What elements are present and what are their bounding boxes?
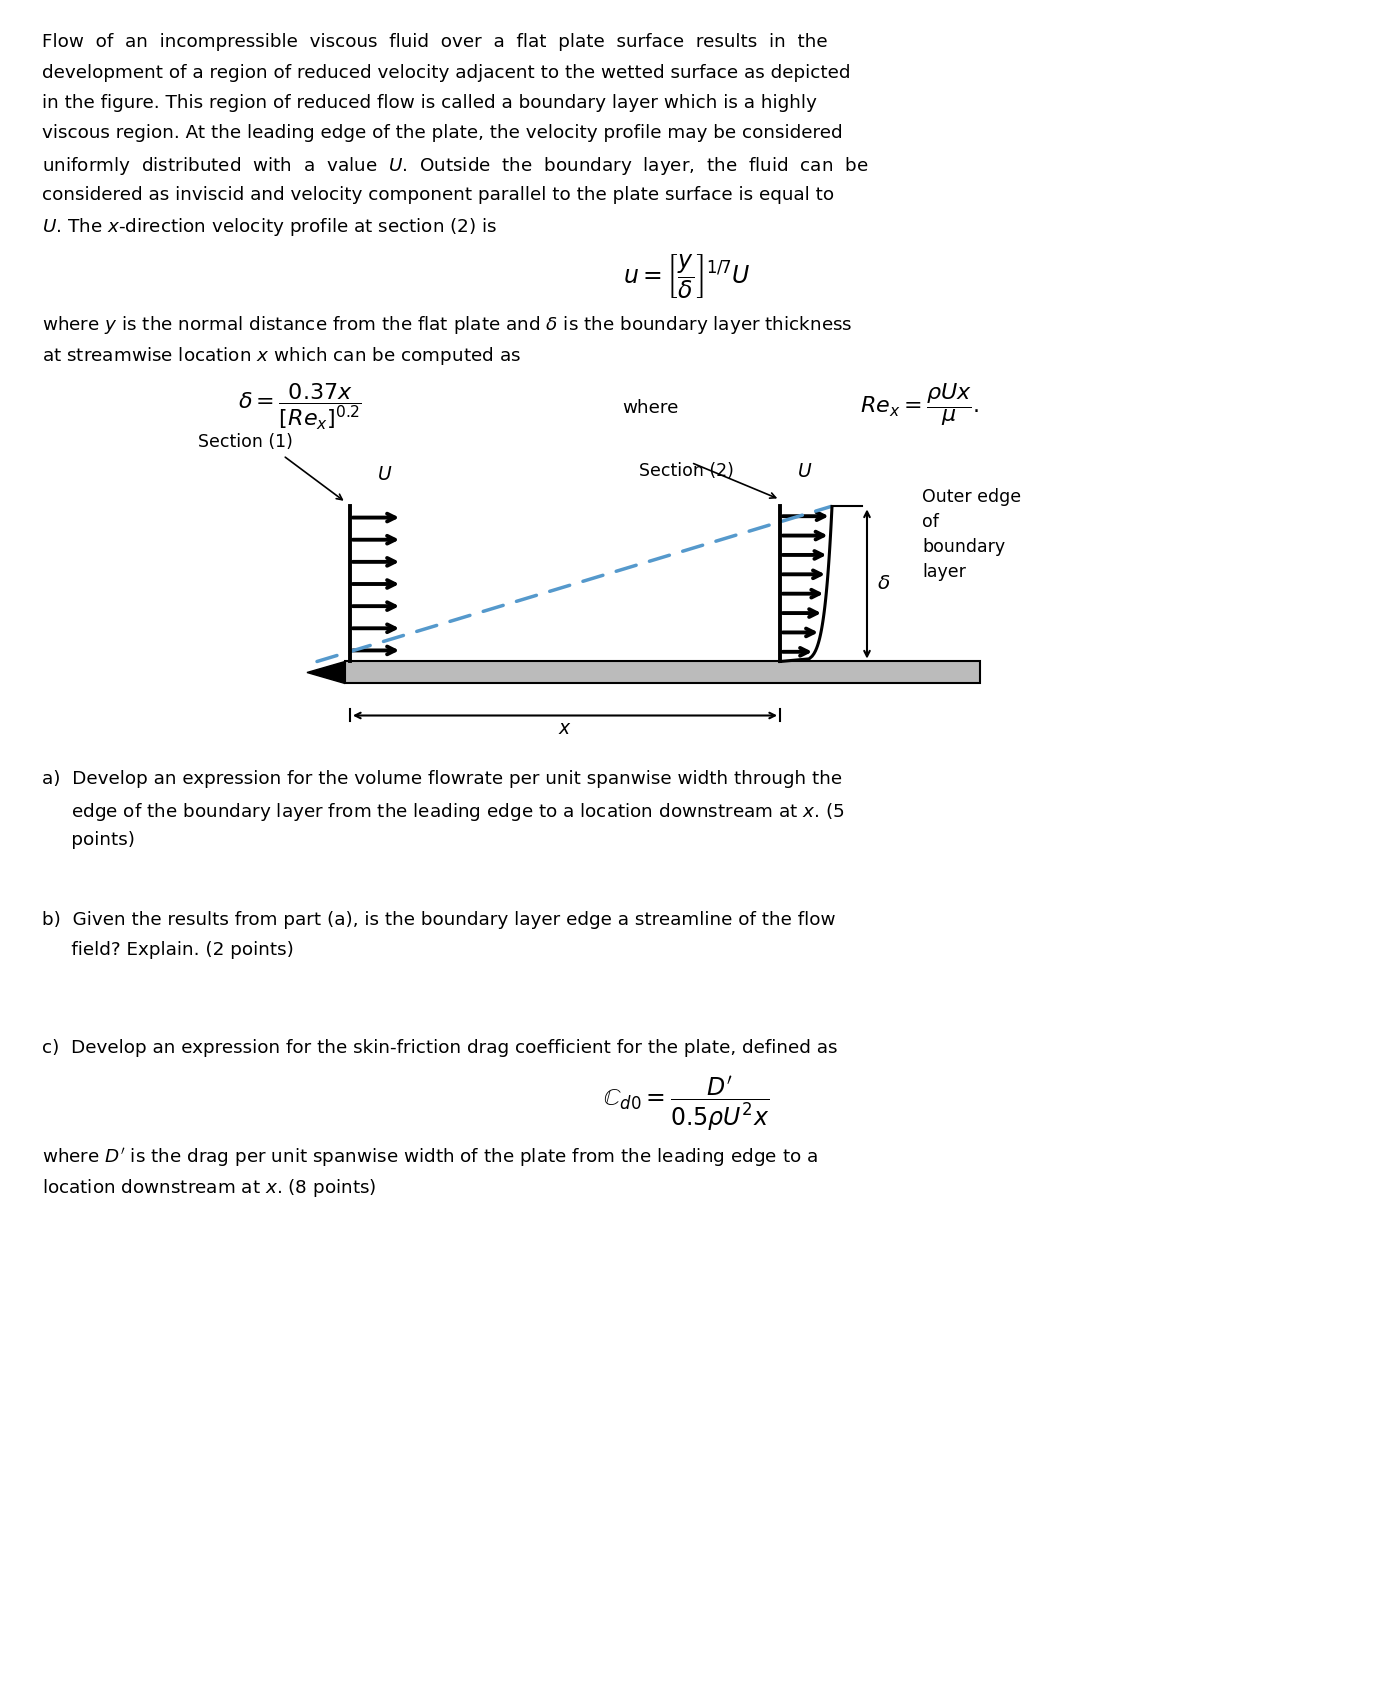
Text: c)  Develop an expression for the skin-friction drag coefficient for the plate, : c) Develop an expression for the skin-fr… <box>43 1038 838 1057</box>
Text: $U$: $U$ <box>378 465 393 484</box>
Text: Section (1): Section (1) <box>198 433 292 452</box>
Text: uniformly  distributed  with  a  value  $U$.  Outside  the  boundary  layer,  th: uniformly distributed with a value $U$. … <box>43 155 869 177</box>
Text: where $D'$ is the drag per unit spanwise width of the plate from the leading edg: where $D'$ is the drag per unit spanwise… <box>43 1146 818 1170</box>
Text: viscous region. At the leading edge of the plate, the velocity profile may be co: viscous region. At the leading edge of t… <box>43 124 843 143</box>
Text: $u = \left[\dfrac{y}{\delta}\right]^{1/7} U$: $u = \left[\dfrac{y}{\delta}\right]^{1/7… <box>623 252 750 300</box>
Text: edge of the boundary layer from the leading edge to a location downstream at $x$: edge of the boundary layer from the lead… <box>43 801 844 824</box>
Text: $\delta = \dfrac{0.37x}{\left[Re_x\right]^{0.2}}$: $\delta = \dfrac{0.37x}{\left[Re_x\right… <box>238 382 362 431</box>
Polygon shape <box>308 662 345 684</box>
Text: $\mathbb{C}_{d0} = \dfrac{D'}{0.5\rho U^2 x}$: $\mathbb{C}_{d0} = \dfrac{D'}{0.5\rho U^… <box>603 1074 770 1132</box>
Text: Flow  of  an  incompressible  viscous  fluid  over  a  flat  plate  surface  res: Flow of an incompressible viscous fluid … <box>43 32 828 51</box>
Text: where $y$ is the normal distance from the flat plate and $\delta$ is the boundar: where $y$ is the normal distance from th… <box>43 314 853 336</box>
Text: field? Explain. (2 points): field? Explain. (2 points) <box>43 941 294 960</box>
Text: at streamwise location $x$ which can be computed as: at streamwise location $x$ which can be … <box>43 344 520 367</box>
Text: development of a region of reduced velocity adjacent to the wetted surface as de: development of a region of reduced veloc… <box>43 63 850 82</box>
Text: where: where <box>622 399 678 418</box>
Text: considered as inviscid and velocity component parallel to the plate surface is e: considered as inviscid and velocity comp… <box>43 186 835 203</box>
Text: $U$: $U$ <box>798 462 813 481</box>
Text: points): points) <box>43 832 135 849</box>
Text: a)  Develop an expression for the volume flowrate per unit spanwise width throug: a) Develop an expression for the volume … <box>43 771 842 788</box>
Text: $Re_x = \dfrac{\rho Ux}{\mu}.$: $Re_x = \dfrac{\rho Ux}{\mu}.$ <box>861 382 979 428</box>
Text: Outer edge
of
boundary
layer: Outer edge of boundary layer <box>923 489 1022 581</box>
Text: location downstream at $x$. (8 points): location downstream at $x$. (8 points) <box>43 1176 376 1199</box>
Text: $x$: $x$ <box>559 720 573 738</box>
Text: Section (2): Section (2) <box>638 462 733 479</box>
Text: b)  Given the results from part (a), is the boundary layer edge a streamline of : b) Given the results from part (a), is t… <box>43 910 836 929</box>
Text: $\delta$: $\delta$ <box>877 575 890 593</box>
Text: $U$. The $x$-direction velocity profile at section (2) is: $U$. The $x$-direction velocity profile … <box>43 217 497 239</box>
Text: in the figure. This region of reduced flow is called a boundary layer which is a: in the figure. This region of reduced fl… <box>43 94 817 113</box>
Bar <box>345 662 980 684</box>
